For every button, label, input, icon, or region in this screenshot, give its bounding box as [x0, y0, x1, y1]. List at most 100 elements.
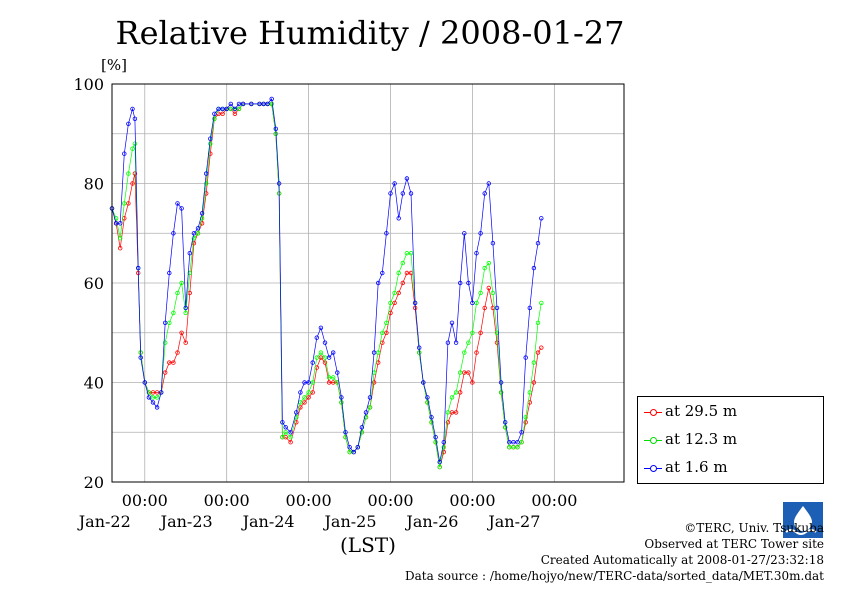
- data-point: [249, 101, 254, 107]
- data-point: [314, 335, 319, 340]
- y-tick-label: 40: [84, 374, 104, 393]
- data-point: [400, 191, 405, 196]
- data-point: [470, 380, 475, 385]
- data-point: [232, 111, 238, 116]
- data-point: [437, 464, 442, 470]
- data-point: [392, 181, 397, 186]
- data-point: [117, 221, 123, 226]
- data-point: [142, 380, 147, 385]
- data-point: [400, 280, 405, 286]
- data-point: [117, 235, 123, 241]
- data-point: [458, 390, 463, 395]
- data-point: [458, 370, 463, 375]
- data-point: [154, 395, 160, 400]
- data-point: [421, 380, 426, 385]
- data-point: [466, 340, 471, 345]
- data-point: [228, 101, 233, 107]
- data-point: [135, 265, 141, 271]
- data-point: [462, 370, 467, 375]
- data-point: [404, 250, 410, 256]
- data-point: [507, 445, 512, 450]
- data-point: [146, 390, 152, 395]
- data-point: [388, 191, 393, 196]
- x-tick-time-label: 00:00: [204, 491, 250, 510]
- data-point: [318, 355, 324, 360]
- x-tick-time-label: 00:00: [531, 491, 577, 510]
- data-point: [232, 106, 238, 112]
- data-point: [269, 101, 274, 107]
- data-point: [150, 390, 156, 395]
- data-point: [519, 440, 524, 445]
- data-point: [331, 375, 336, 380]
- data-point: [531, 360, 537, 365]
- data-point: [310, 380, 315, 385]
- data-point: [404, 270, 410, 276]
- x-tick-date-label: Jan-26: [404, 512, 458, 531]
- data-point: [288, 430, 293, 435]
- data-point: [445, 340, 451, 345]
- data-point: [400, 260, 405, 266]
- data-point: [240, 101, 246, 107]
- data-point: [425, 395, 430, 400]
- data-point: [486, 181, 491, 186]
- data-point: [363, 415, 369, 420]
- legend-label: at 12.3 m: [665, 430, 738, 448]
- y-tick-label: 100: [73, 75, 104, 94]
- series-1: [109, 101, 544, 470]
- data-point: [474, 350, 479, 355]
- series-layer: [109, 96, 544, 470]
- data-point: [470, 330, 475, 335]
- data-point: [449, 395, 455, 400]
- data-point: [478, 290, 483, 296]
- data-point: [257, 101, 262, 107]
- data-point: [126, 121, 131, 126]
- data-point: [224, 106, 229, 112]
- data-point: [429, 420, 434, 425]
- series-line: [111, 98, 542, 463]
- data-point: [535, 240, 541, 246]
- x-tick-date-label: Jan-27: [486, 512, 540, 531]
- data-point: [433, 440, 438, 445]
- data-point: [384, 231, 389, 236]
- data-point: [539, 216, 544, 221]
- data-point: [453, 410, 459, 415]
- data-point: [347, 445, 352, 450]
- x-tick-time-label: 00:00: [122, 491, 168, 510]
- legend-label: at 29.5 m: [665, 402, 738, 420]
- data-point: [175, 350, 180, 355]
- data-point: [417, 345, 422, 350]
- data-point: [376, 350, 381, 355]
- x-tick-date-label: Jan-23: [159, 512, 213, 531]
- data-point: [449, 320, 455, 325]
- data-point: [523, 420, 528, 425]
- data-point: [171, 310, 176, 316]
- legend-item-1-6m: at 1.6 m: [644, 457, 728, 477]
- data-point: [363, 410, 369, 415]
- data-point: [318, 325, 324, 330]
- data-point: [535, 320, 541, 325]
- data-point: [132, 171, 138, 176]
- data-point: [339, 395, 344, 400]
- data-point: [343, 430, 348, 435]
- data-point: [494, 305, 500, 311]
- data-point: [326, 355, 332, 360]
- data-point: [208, 136, 213, 141]
- series-0: [109, 101, 544, 470]
- credits: ©TERC, Univ. Tsukuba Observed at TERC To…: [405, 520, 824, 584]
- data-point: [417, 350, 422, 355]
- data-point: [396, 216, 401, 221]
- data-point: [130, 181, 135, 186]
- data-point: [466, 280, 471, 286]
- data-point: [326, 380, 332, 385]
- data-point: [183, 310, 188, 316]
- data-point: [195, 226, 201, 231]
- data-point: [425, 400, 430, 405]
- data-point: [433, 435, 438, 440]
- data-point: [523, 415, 528, 420]
- data-point: [318, 350, 324, 355]
- data-point: [331, 350, 336, 355]
- data-point: [171, 231, 176, 236]
- data-point: [236, 106, 242, 112]
- data-point: [302, 395, 307, 400]
- data-point: [466, 370, 471, 375]
